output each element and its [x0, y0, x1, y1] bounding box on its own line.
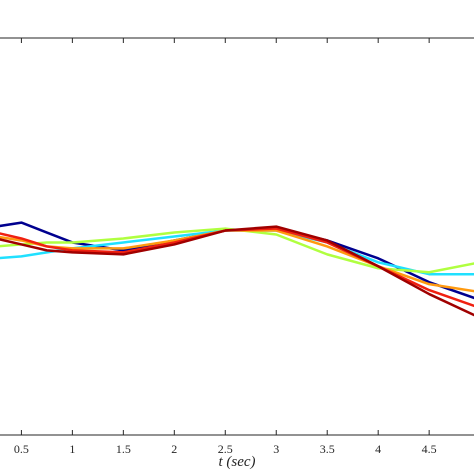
x-tick-label: 0.5: [14, 442, 29, 456]
x-tick-label: 1.5: [116, 442, 131, 456]
x-tick-label: 1: [69, 442, 75, 456]
x-tick-label: 2: [171, 442, 177, 456]
x-tick-label: 3: [273, 442, 279, 456]
series-line: [0, 229, 474, 293]
series-line: [0, 221, 474, 300]
x-tick-label: 3.5: [320, 442, 335, 456]
x-tick-label: 4.5: [422, 442, 437, 456]
series-line: [0, 229, 474, 276]
series-line: [0, 225, 474, 317]
x-tick-label: 4: [375, 442, 381, 456]
plot-area: [0, 221, 474, 317]
x-axis-label: t (sec): [218, 454, 255, 470]
x-tick-label: 2.5: [218, 442, 233, 456]
